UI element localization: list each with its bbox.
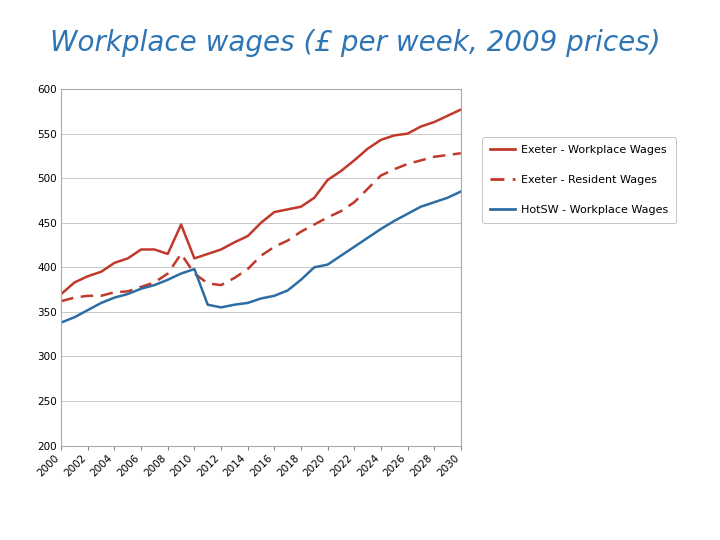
Text: EXETER: EXETER [24,511,108,530]
Text: Workplace wages (£ per week, 2009 prices): Workplace wages (£ per week, 2009 prices… [50,29,661,57]
Text: www.exeter.ac.uk: www.exeter.ac.uk [187,505,323,520]
Text: UNIVERSITY OF: UNIVERSITY OF [40,496,92,502]
Legend: Exeter - Workplace Wages, Exeter - Resident Wages, HotSW - Workplace Wages: Exeter - Workplace Wages, Exeter - Resid… [482,137,676,223]
